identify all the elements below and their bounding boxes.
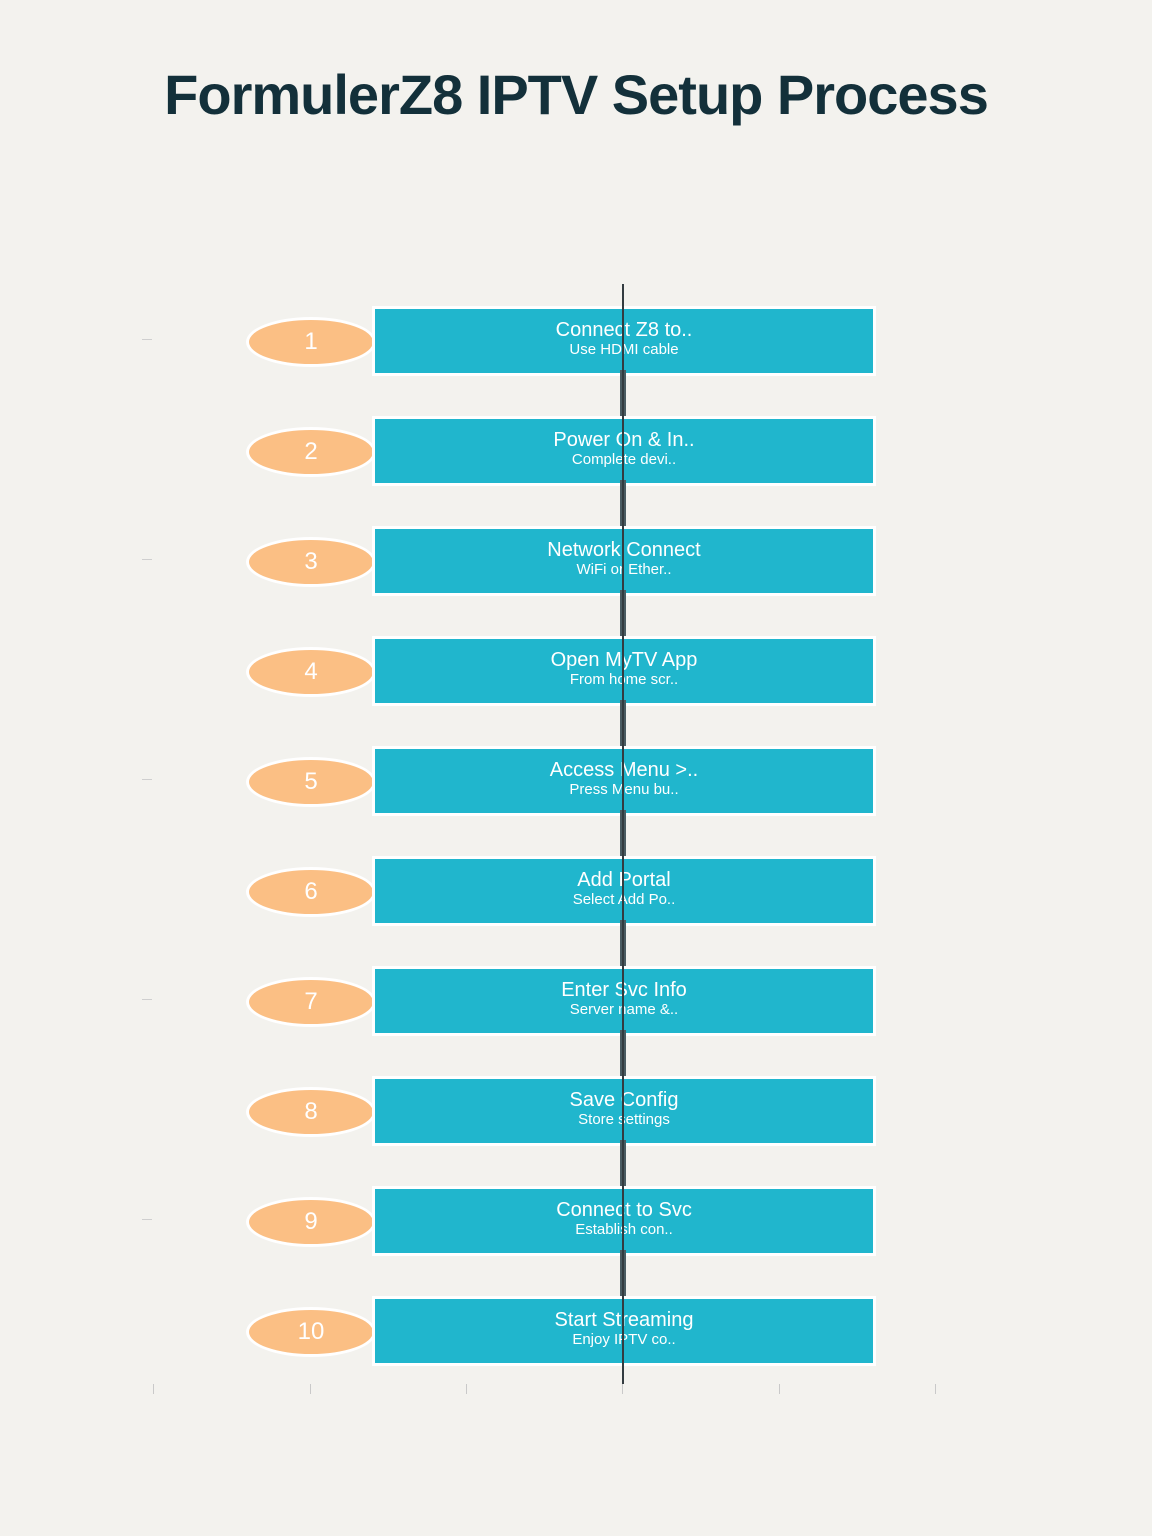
step-title: Start Streaming (554, 1309, 694, 1331)
step-title: Add Portal (577, 869, 671, 891)
step-subtitle: Press Menu bu.. (569, 781, 679, 798)
step-box: Access Menu >.. Press Menu bu.. (372, 746, 876, 816)
axis-tick (142, 1219, 152, 1220)
step-box: Start Streaming Enjoy IPTV co.. (372, 1296, 876, 1366)
step-7: 7 Enter Svc Info Server name &.. (0, 966, 1152, 1036)
step-title: Connect to Svc (556, 1199, 692, 1221)
axis-tick (142, 339, 152, 340)
step-number-badge: 2 (246, 427, 376, 477)
axis-tick (142, 779, 152, 780)
step-title: Network Connect (547, 539, 701, 561)
step-title: Power On & In.. (553, 429, 695, 451)
connector-line (622, 284, 624, 1384)
step-subtitle: Store settings (578, 1111, 670, 1128)
step-6: 6 Add Portal Select Add Po.. (0, 856, 1152, 926)
step-3: 3 Network Connect WiFi or Ether.. (0, 526, 1152, 596)
step-title: Save Config (569, 1089, 679, 1111)
step-subtitle: Use HDMI cable (569, 341, 679, 358)
step-8: 8 Save Config Store settings (0, 1076, 1152, 1146)
axis-tick (622, 1384, 623, 1394)
step-2: 2 Power On & In.. Complete devi.. (0, 416, 1152, 486)
step-10: 10 Start Streaming Enjoy IPTV co.. (0, 1296, 1152, 1366)
step-number-badge: 6 (246, 867, 376, 917)
step-box: Power On & In.. Complete devi.. (372, 416, 876, 486)
step-box: Connect to Svc Establish con.. (372, 1186, 876, 1256)
step-box: Add Portal Select Add Po.. (372, 856, 876, 926)
step-1: 1 Connect Z8 to.. Use HDMI cable (0, 306, 1152, 376)
step-5: 5 Access Menu >.. Press Menu bu.. (0, 746, 1152, 816)
step-title: Enter Svc Info (561, 979, 687, 1001)
step-box: Network Connect WiFi or Ether.. (372, 526, 876, 596)
step-subtitle: Complete devi.. (571, 451, 677, 468)
page-title: FormulerZ8 IPTV Setup Process (164, 63, 989, 126)
step-subtitle: Server name &.. (569, 1001, 679, 1018)
axis-tick (142, 559, 152, 560)
step-number-badge: 7 (246, 977, 376, 1027)
step-subtitle: Establish con.. (575, 1221, 673, 1238)
step-box: Connect Z8 to.. Use HDMI cable (372, 306, 876, 376)
step-number-badge: 10 (246, 1307, 376, 1357)
axis-tick (153, 1384, 154, 1394)
step-4: 4 Open MyTV App From home scr.. (0, 636, 1152, 706)
step-subtitle: WiFi or Ether.. (576, 561, 672, 578)
step-box: Save Config Store settings (372, 1076, 876, 1146)
step-number-badge: 9 (246, 1197, 376, 1247)
step-box: Enter Svc Info Server name &.. (372, 966, 876, 1036)
step-number-badge: 4 (246, 647, 376, 697)
step-number-badge: 3 (246, 537, 376, 587)
step-title: Access Menu >.. (549, 759, 699, 781)
step-number-badge: 5 (246, 757, 376, 807)
axis-tick (310, 1384, 311, 1394)
step-title: Connect Z8 to.. (555, 319, 693, 341)
step-9: 9 Connect to Svc Establish con.. (0, 1186, 1152, 1256)
axis-tick (935, 1384, 936, 1394)
step-subtitle: Enjoy IPTV co.. (572, 1331, 676, 1348)
step-number-badge: 8 (246, 1087, 376, 1137)
axis-tick (142, 999, 152, 1000)
step-title: Open MyTV App (550, 649, 698, 671)
step-subtitle: From home scr.. (569, 671, 679, 688)
axis-tick (779, 1384, 780, 1394)
step-number-badge: 1 (246, 317, 376, 367)
step-box: Open MyTV App From home scr.. (372, 636, 876, 706)
step-subtitle: Select Add Po.. (572, 891, 676, 908)
axis-tick (466, 1384, 467, 1394)
